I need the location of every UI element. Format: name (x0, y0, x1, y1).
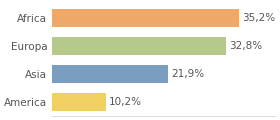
Bar (52, 9, 239, 27)
Text: 10,2%: 10,2% (109, 97, 142, 107)
Bar (52, 37, 227, 55)
Bar (52, 93, 106, 111)
Bar (52, 65, 169, 83)
Text: 21,9%: 21,9% (171, 69, 204, 79)
Text: 32,8%: 32,8% (229, 41, 262, 51)
Text: 35,2%: 35,2% (242, 13, 275, 23)
